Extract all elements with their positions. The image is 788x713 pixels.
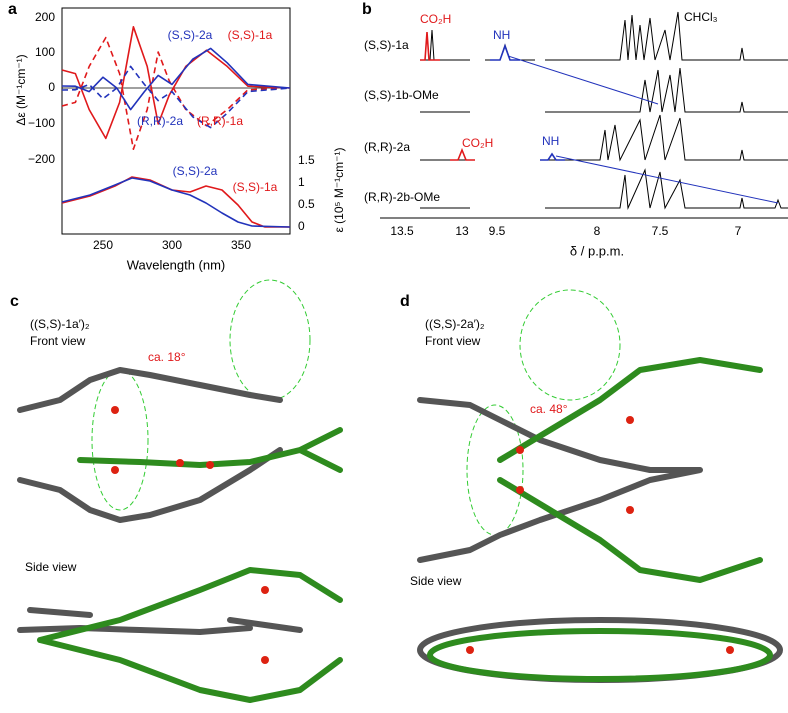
x-tick-label: 350 <box>231 238 251 252</box>
panel-label: b <box>362 1 372 18</box>
y2-tick-label: 1.5 <box>298 153 315 167</box>
angle-label: ca. 18° <box>148 350 186 364</box>
y-axis-label: Δε (M⁻¹cm⁻¹) <box>14 54 28 125</box>
molecule <box>17 607 303 635</box>
molecule <box>497 357 763 583</box>
panel-a: a Δε (M⁻¹cm⁻¹) 200 100 0 −100 −200 1.5 1… <box>8 1 346 272</box>
molecule <box>77 427 343 473</box>
row-label: (S,S)-1a <box>364 38 409 52</box>
abs-curve <box>61 177 291 228</box>
panel-b: b (S,S)-1a (S,S)-1b-OMe (R,R)-2a (R,R)-2… <box>362 1 788 258</box>
plot-frame <box>61 7 291 235</box>
structure-title: ((S,S)-2a′)₂ <box>425 317 485 331</box>
x-tick-label: 13 <box>455 224 469 238</box>
molecule <box>427 628 773 682</box>
molecule <box>17 367 283 523</box>
highlight <box>229 279 311 401</box>
curve-label: (S,S)-2a <box>173 164 218 178</box>
panel-label: c <box>10 293 19 310</box>
cd-curve <box>61 65 291 129</box>
x-tick-label: 8 <box>594 224 601 238</box>
atoms <box>466 416 734 654</box>
peak-label: CHCl₃ <box>684 10 718 24</box>
peaks <box>420 31 779 204</box>
curve-label: (S,S)-2a <box>168 28 213 42</box>
highlight <box>91 369 149 511</box>
y-tick-label: 100 <box>35 45 55 59</box>
abs-curve <box>61 176 290 228</box>
cd-curve <box>61 25 291 140</box>
y2-tick-label: 1 <box>298 175 305 189</box>
curve-label: (S,S)-1a <box>233 180 278 194</box>
peak-label: NH <box>493 28 510 42</box>
x-axis-label: Wavelength (nm) <box>127 257 226 272</box>
view-label: Side view <box>410 574 462 588</box>
row-label: (S,S)-1b-OMe <box>364 88 439 102</box>
panel-c: c ((S,S)-1a′)₂ Front view ca. 18° Side v… <box>10 279 343 703</box>
view-label: Side view <box>25 560 77 574</box>
x-tick-label: 9.5 <box>489 224 506 238</box>
y-tick-label: 200 <box>35 10 55 24</box>
panel-label: a <box>8 1 17 18</box>
peak-label: CO₂H <box>420 12 451 26</box>
molecule <box>37 567 343 703</box>
cd-curve <box>61 36 291 150</box>
panel-d: d ((S,S)-2a′)₂ Front view ca. 48° Side v… <box>400 289 783 683</box>
peak-label: NH <box>542 134 559 148</box>
y2-axis-label: ε (10⁵ M⁻¹cm⁻¹) <box>332 148 346 233</box>
peak-label: CO₂H <box>462 136 493 150</box>
highlight <box>519 289 621 401</box>
x-tick-label: 7.5 <box>652 224 669 238</box>
x-tick-label: 13.5 <box>390 224 414 238</box>
structure-title: ((S,S)-1a′)₂ <box>30 317 90 331</box>
curve-label: (R,R)-1a <box>197 114 243 128</box>
x-axis-label: δ / p.p.m. <box>570 243 624 258</box>
curve-label: (S,S)-1a <box>228 28 273 42</box>
view-label: Front view <box>30 334 86 348</box>
y2-tick-label: 0 <box>298 219 305 233</box>
y-tick-label: 0 <box>48 80 55 94</box>
molecule <box>417 397 703 563</box>
curves <box>61 25 291 228</box>
angle-label: ca. 48° <box>530 402 568 416</box>
curve-label: (R,R)-2a <box>137 114 183 128</box>
row-label: (R,R)-2a <box>364 140 410 154</box>
atoms <box>111 406 269 664</box>
panel-label: d <box>400 293 410 310</box>
x-tick-label: 300 <box>162 238 182 252</box>
row-label: (R,R)-2b-OMe <box>364 190 440 204</box>
x-tick-label: 7 <box>735 224 742 238</box>
y-tick-label: −200 <box>28 152 55 166</box>
y2-tick-label: 0.5 <box>298 197 315 211</box>
view-label: Front view <box>425 334 481 348</box>
cd-curve <box>61 47 291 111</box>
x-tick-label: 250 <box>93 238 113 252</box>
y-tick-label: −100 <box>28 116 55 130</box>
spectra <box>420 11 788 210</box>
